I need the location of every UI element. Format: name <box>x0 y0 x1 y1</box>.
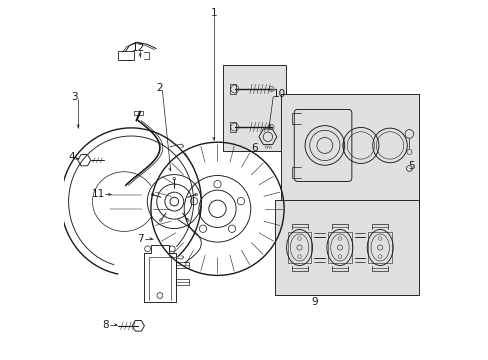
Text: 12: 12 <box>131 43 144 53</box>
Bar <box>280 94 418 209</box>
Text: 9: 9 <box>311 297 317 307</box>
Bar <box>230 84 236 94</box>
Bar <box>176 262 188 268</box>
Text: 5: 5 <box>408 161 414 171</box>
Text: 2: 2 <box>156 83 163 93</box>
Text: 7: 7 <box>137 234 143 244</box>
Text: 10: 10 <box>273 89 286 99</box>
Text: 3: 3 <box>71 92 78 102</box>
Text: 8: 8 <box>102 320 109 330</box>
Bar <box>367 233 391 263</box>
Text: 4: 4 <box>68 152 75 162</box>
Bar <box>230 122 236 132</box>
Bar <box>223 65 285 151</box>
Bar <box>176 279 188 285</box>
Text: 11: 11 <box>91 189 104 199</box>
Text: 6: 6 <box>251 143 257 153</box>
Bar <box>118 51 133 60</box>
Bar <box>275 200 418 295</box>
Bar <box>134 111 142 115</box>
Bar <box>327 233 351 263</box>
Bar <box>287 233 311 263</box>
Text: 1: 1 <box>210 8 217 18</box>
